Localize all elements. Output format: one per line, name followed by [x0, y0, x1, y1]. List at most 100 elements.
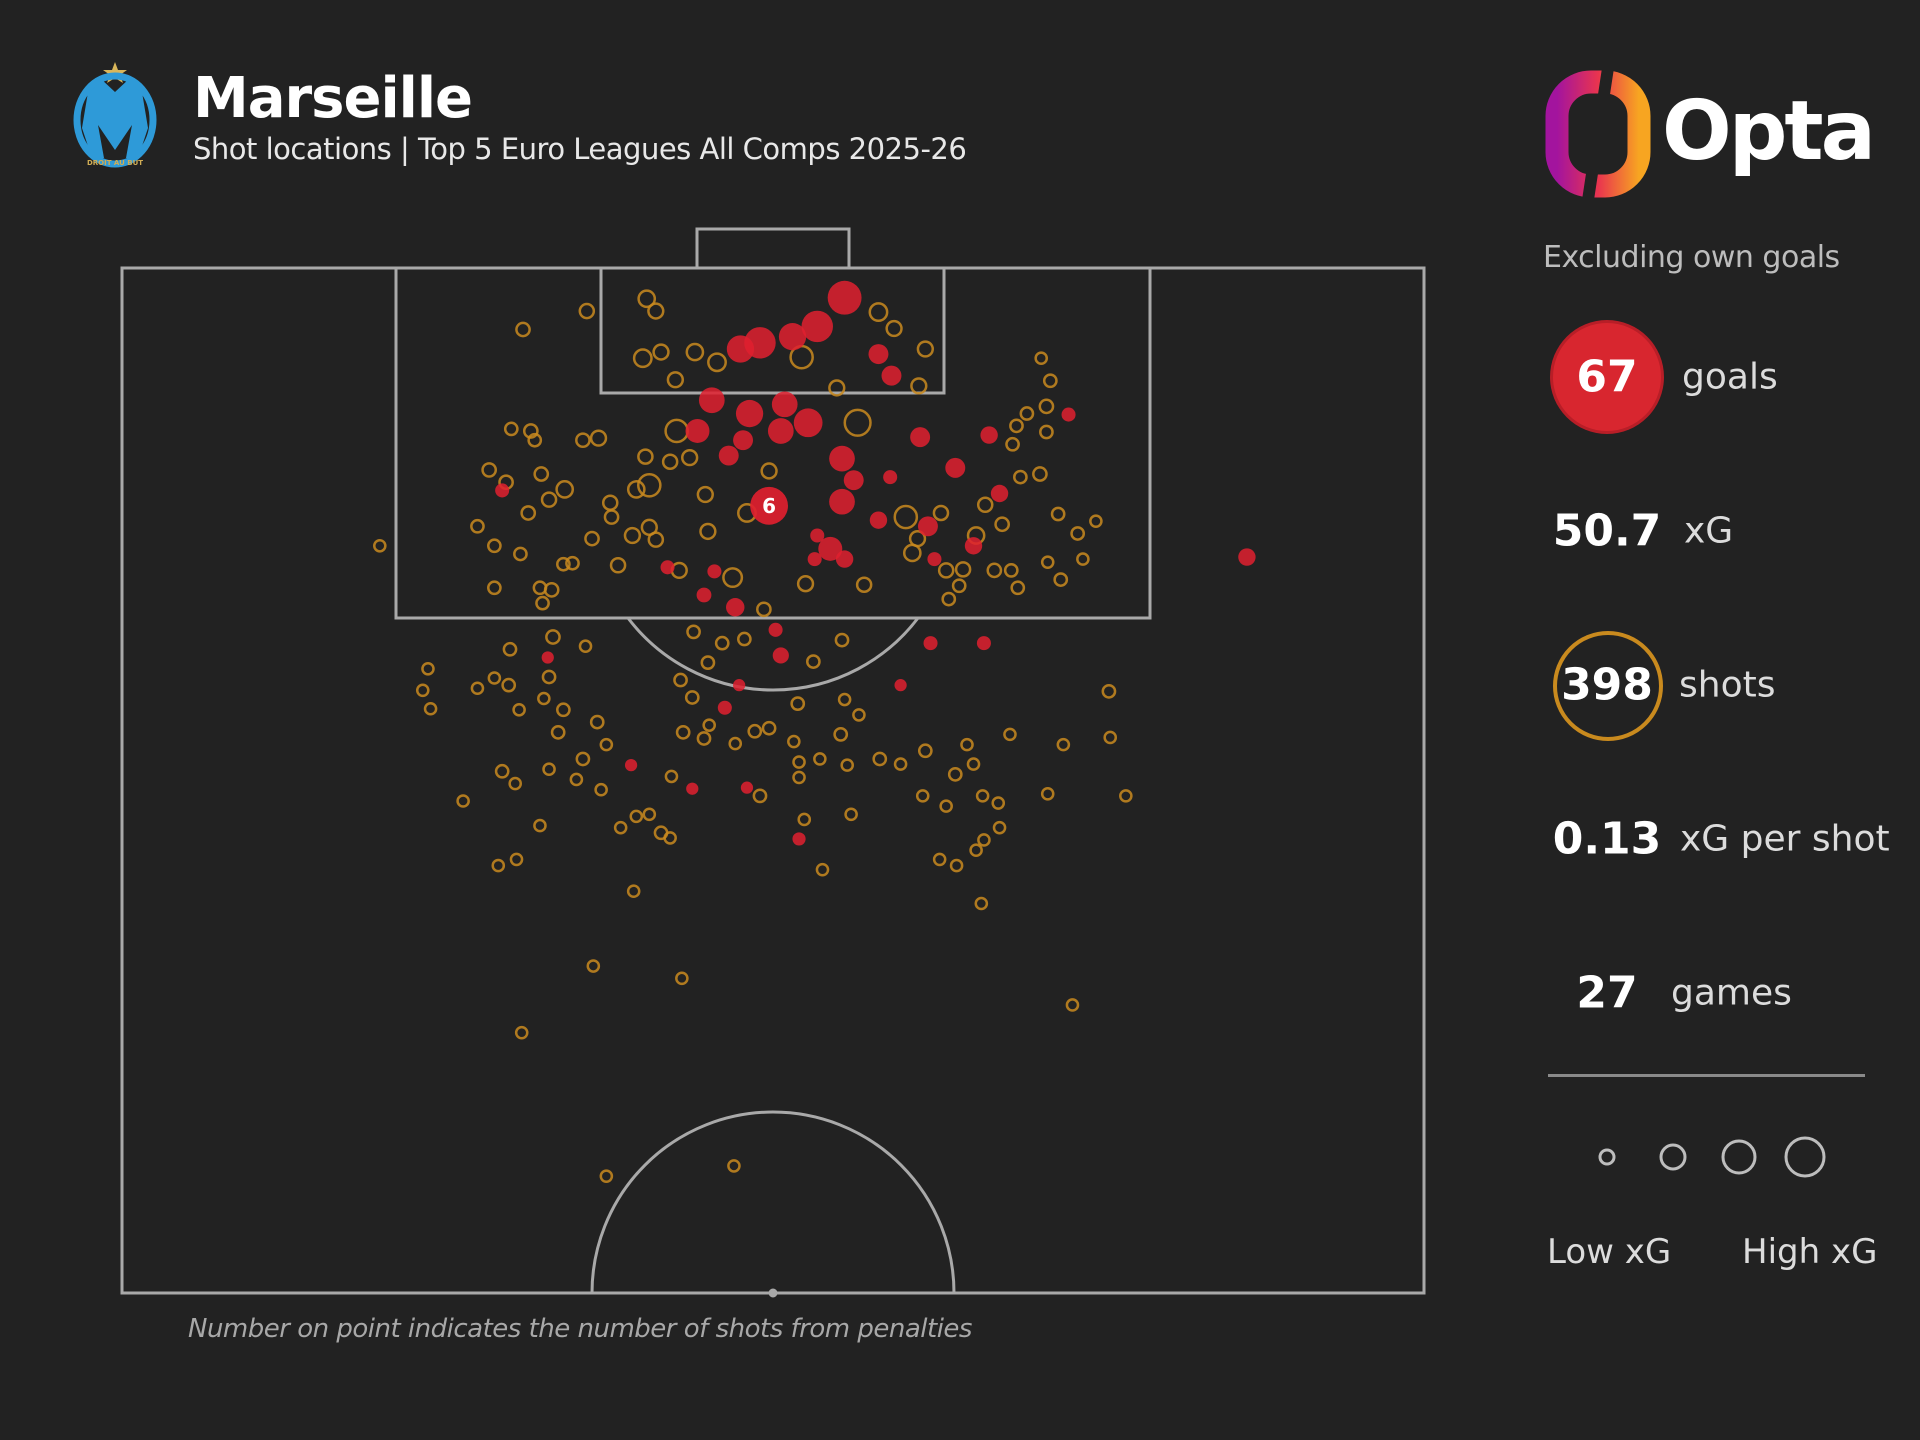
goal-point	[793, 408, 823, 438]
goal-point	[883, 470, 898, 485]
goal-point	[771, 391, 798, 418]
shot-point	[736, 631, 752, 647]
shot-point	[787, 734, 801, 749]
shot-point	[1009, 418, 1024, 434]
shot-point	[728, 736, 743, 751]
shot-point	[502, 641, 518, 657]
shot-point	[1056, 737, 1071, 752]
penalty-box	[394, 266, 1152, 620]
goal	[695, 227, 851, 270]
goal-point	[707, 564, 722, 579]
goal-point	[976, 636, 991, 651]
shot-point	[647, 302, 665, 320]
goal-point	[945, 457, 966, 478]
shot-point	[790, 696, 806, 711]
shot-point	[487, 580, 502, 596]
shot-point	[1003, 727, 1017, 742]
shot-point	[527, 432, 543, 448]
goal-point	[829, 488, 855, 515]
xg-label: xG	[1684, 510, 1734, 552]
shot-point	[760, 462, 778, 480]
shot-point	[599, 737, 614, 752]
shot-point	[565, 555, 580, 571]
shot-point	[522, 423, 539, 439]
shot-point	[893, 757, 908, 771]
panel-divider	[1548, 1074, 1865, 1077]
shot-point	[541, 669, 557, 685]
shot-point	[991, 796, 1006, 810]
goal-point	[818, 536, 843, 561]
goal-point	[733, 430, 754, 451]
shot-point	[834, 632, 850, 648]
shot-point	[1101, 683, 1117, 699]
goal-point	[685, 418, 710, 443]
shot-point	[969, 843, 983, 857]
shot-point	[508, 776, 522, 791]
goal-point	[686, 782, 699, 795]
shot-point	[533, 818, 547, 833]
shot-point	[603, 509, 620, 525]
games-label: games	[1671, 972, 1792, 1014]
shot-point	[843, 408, 872, 437]
shot-point	[685, 342, 705, 362]
shot-point	[696, 485, 714, 504]
shot-point	[664, 418, 689, 444]
shot-point	[1040, 787, 1055, 801]
shot-point	[675, 971, 689, 986]
shot-point	[673, 672, 688, 688]
shot-point	[1032, 466, 1048, 482]
footnote: Number on point indicates the number of …	[188, 1314, 972, 1344]
shot-point	[540, 491, 558, 508]
shot-point	[974, 896, 989, 911]
shot-point	[542, 762, 556, 777]
shot-point	[456, 794, 470, 808]
shot-point	[932, 852, 947, 867]
goal-point	[792, 832, 806, 846]
goal-point	[910, 427, 931, 448]
goal-point	[541, 651, 554, 664]
shot-point	[828, 379, 846, 397]
shot-point	[702, 718, 716, 732]
shot-point	[796, 575, 815, 593]
goal-point	[717, 700, 732, 715]
shot-point	[941, 591, 957, 607]
goal-point	[698, 387, 725, 414]
goal-point	[801, 310, 833, 343]
exclusion-note: Excluding own goals	[1543, 240, 1840, 275]
shot-point	[949, 858, 964, 873]
shot-point	[494, 763, 510, 779]
shot-point	[756, 601, 772, 618]
shot-point	[589, 429, 608, 447]
shot-point	[575, 751, 591, 767]
shot-point	[569, 772, 584, 787]
shot-point	[642, 807, 657, 822]
goal-point	[696, 587, 712, 603]
xg-per-shot-value: 0.13	[1552, 813, 1662, 865]
goal-point	[726, 598, 745, 617]
shot-point	[815, 862, 830, 877]
goal-point	[768, 622, 783, 637]
shot-point	[647, 531, 665, 548]
page-subtitle: Shot locations | Top 5 Euro Leagues All …	[193, 132, 967, 166]
shot-point	[675, 724, 691, 740]
shot-point	[910, 377, 928, 395]
goal-point	[733, 679, 746, 692]
shot-point	[699, 522, 717, 541]
shot-point	[578, 639, 593, 654]
shot-point	[939, 799, 953, 813]
shot-point	[1103, 730, 1118, 745]
shot-point	[868, 302, 889, 323]
shot-point	[637, 289, 657, 309]
goal-point	[881, 365, 902, 386]
xg-value: 50.7	[1552, 505, 1662, 557]
shot-point	[976, 496, 994, 514]
shot-point	[613, 820, 628, 835]
shot-point	[915, 789, 930, 803]
goal-point	[807, 552, 822, 567]
crest-motto: DROIT AU BUT	[86, 159, 144, 167]
goal-point	[829, 445, 855, 472]
goal-point	[767, 418, 794, 444]
shot-point	[556, 702, 571, 718]
shots-value: 398	[1561, 659, 1653, 711]
